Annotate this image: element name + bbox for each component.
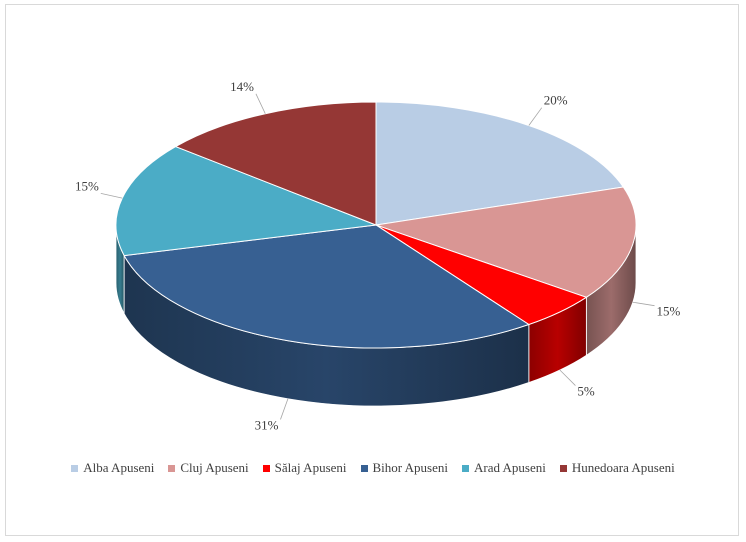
legend-item-cluj-apuseni: Cluj Apuseni <box>168 460 249 476</box>
leader-line-alba-apuseni <box>528 107 543 126</box>
slice-alba-apuseni <box>375 101 625 226</box>
legend-swatch-alba-apuseni <box>71 464 79 472</box>
legend-label-arad-apuseni: Arad Apuseni <box>474 460 546 475</box>
legend-item-hunedoara-apuseni: Hunedoara Apuseni <box>559 460 675 476</box>
legend-label-cluj-apuseni: Cluj Apuseni <box>180 460 249 475</box>
legend: Alba Apuseni Cluj Apuseni Sălaj Apuseni Bih… <box>0 458 746 478</box>
data-label-hunedoara-apuseni: 14% <box>230 79 254 94</box>
legend-swatch-arad-apuseni <box>462 464 469 472</box>
slice-cluj-apuseni <box>375 186 637 298</box>
data-label-cluj-apuseni: 15% <box>657 304 681 319</box>
leader-line-cluj-apuseni <box>632 301 655 307</box>
legend-swatch-s-laj-apuseni <box>262 464 270 472</box>
slice-arad-apuseni <box>115 146 377 257</box>
legend-swatch-hunedoara-apuseni <box>559 464 567 472</box>
data-label-alba-apuseni: 20% <box>544 93 568 108</box>
legend-label-hunedoara-apuseni: Hunedoara Apuseni <box>571 460 675 475</box>
pie-chart: 20% 15% 5% 31% 15% 14% <box>75 79 681 433</box>
legend-label-s-laj-apuseni: Sălaj Apuseni <box>274 460 347 475</box>
leader-line-hunedoara-apuseni <box>255 93 266 114</box>
slice-hunedoara-apuseni <box>174 101 377 226</box>
slice-bihor-apuseni <box>123 224 530 349</box>
data-label-arad-apuseni: 15% <box>75 178 99 193</box>
legend-swatch-cluj-apuseni <box>168 464 176 472</box>
pie-sides <box>115 224 637 407</box>
pie-labels: 20% 15% 5% 31% 15% 14% <box>75 79 681 433</box>
legend-item-alba-apuseni: Alba Apuseni <box>71 460 154 476</box>
data-label-bihor-apuseni: 31% <box>255 417 279 432</box>
leader-line-s-laj-apuseni <box>559 369 576 386</box>
pie-tops <box>115 101 637 349</box>
legend-item-arad-apuseni: Arad Apuseni <box>462 460 546 476</box>
legend-item-s-laj-apuseni: Sălaj Apuseni <box>262 460 347 476</box>
leader-line-bihor-apuseni <box>280 398 289 420</box>
legend-swatch-bihor-apuseni <box>360 464 368 472</box>
legend-label-alba-apuseni: Alba Apuseni <box>83 460 155 475</box>
leader-line-arad-apuseni <box>100 192 123 199</box>
data-label-s-laj-apuseni: 5% <box>577 384 595 399</box>
legend-item-bihor-apuseni: Bihor Apuseni <box>360 460 448 476</box>
legend-label-bihor-apuseni: Bihor Apuseni <box>372 460 448 475</box>
